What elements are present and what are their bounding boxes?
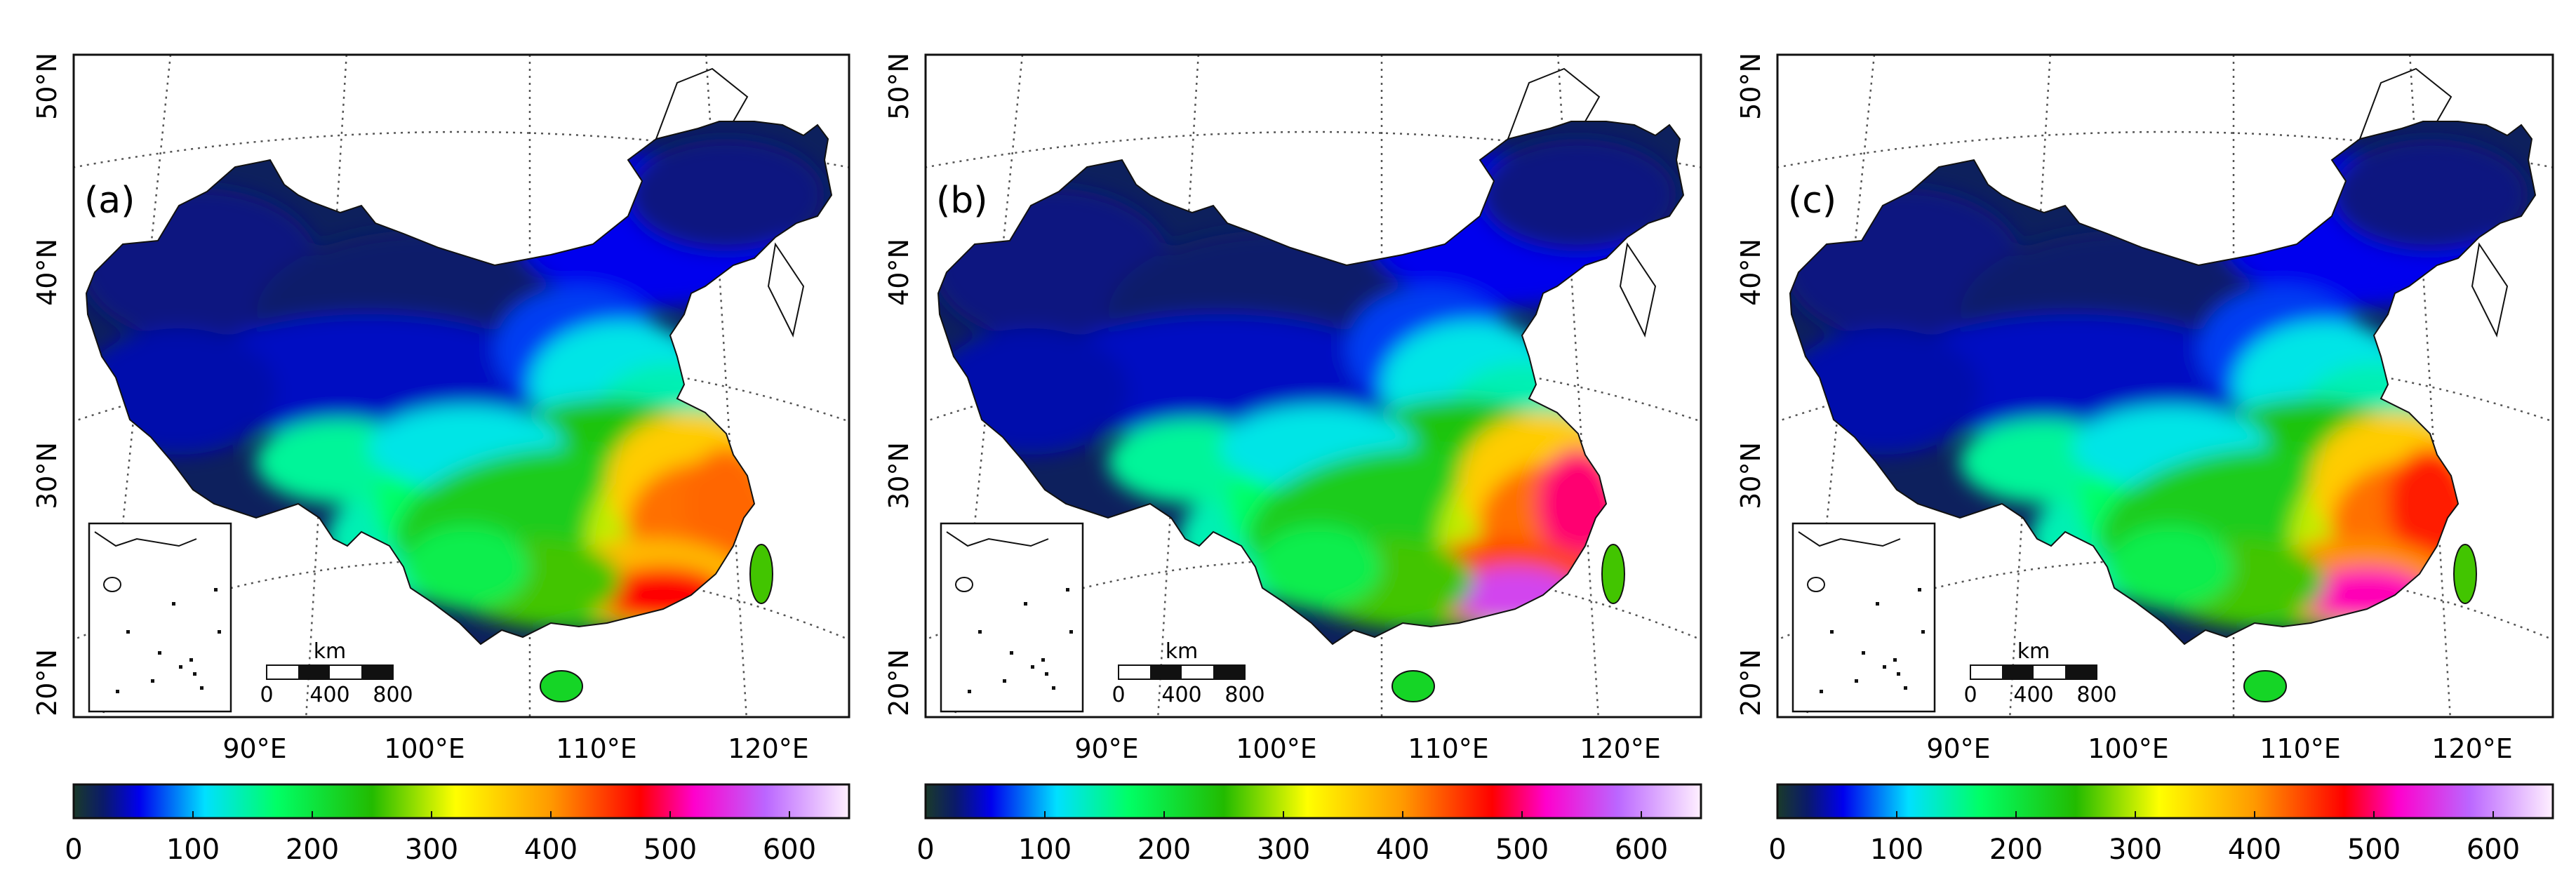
china-outline bbox=[85, 121, 833, 646]
scale-bar: km 0 400 800 bbox=[1112, 639, 1264, 707]
longitude-label: 100°E bbox=[2088, 733, 2169, 764]
colorbar-tick-label: 600 bbox=[763, 834, 816, 866]
latitude-label: 20°N bbox=[1735, 649, 1766, 716]
latitude-label: 50°N bbox=[32, 53, 62, 120]
hainan-island bbox=[2243, 670, 2287, 702]
scale-bar-tick: 400 bbox=[309, 683, 349, 707]
colorbar: 0 100 200 300 400 500 600 bbox=[1768, 783, 2554, 866]
longitude-label: 90°E bbox=[222, 733, 286, 764]
colorbar-tick-label: 500 bbox=[2347, 834, 2401, 866]
latitude-label: 20°N bbox=[32, 649, 62, 716]
taiwan-island bbox=[749, 544, 773, 604]
panel-label: (b) bbox=[936, 180, 988, 222]
latitude-label: 30°N bbox=[883, 442, 914, 509]
colorbar-tick-label: 600 bbox=[2467, 834, 2520, 866]
colorbar-tick-label: 100 bbox=[1018, 834, 1072, 866]
colorbar-tick-label: 400 bbox=[524, 834, 578, 866]
latitude-label: 50°N bbox=[1735, 53, 1766, 120]
scale-bar-unit: km bbox=[2017, 639, 2050, 664]
map-panel: km 0 400 800 (a) 20°N 30°N 40°N 50°N 90°E 100°E 110… bbox=[32, 53, 850, 866]
south-china-sea-inset bbox=[88, 522, 232, 713]
longitude-label: 100°E bbox=[1236, 733, 1317, 764]
latitude-label: 30°N bbox=[32, 442, 62, 509]
colorbar-tick-label: 300 bbox=[405, 834, 458, 866]
scale-bar-tick: 0 bbox=[1112, 683, 1125, 707]
longitude-label: 120°E bbox=[728, 733, 809, 764]
longitude-label: 110°E bbox=[2260, 733, 2341, 764]
panel-label: (c) bbox=[1788, 180, 1836, 222]
longitude-label: 110°E bbox=[556, 733, 637, 764]
latitude-label: 20°N bbox=[883, 649, 914, 716]
colorbar-tick-label: 200 bbox=[1989, 834, 2043, 866]
colorbar-tick-label: 400 bbox=[1376, 834, 1429, 866]
colorbar-tick-label: 500 bbox=[643, 834, 697, 866]
scale-bar: km 0 400 800 bbox=[260, 639, 413, 707]
colorbar-tick-label: 0 bbox=[916, 834, 934, 866]
colorbar-tick-label: 0 bbox=[65, 834, 82, 866]
south-china-sea-inset bbox=[1791, 522, 1936, 713]
colorbar: 0 100 200 300 400 500 600 bbox=[916, 783, 1702, 866]
longitude-label: 90°E bbox=[1074, 733, 1138, 764]
colorbar-tick-label: 600 bbox=[1615, 834, 1668, 866]
china-outline bbox=[1789, 121, 2537, 646]
map-panel: km 0 400 800 (b) 20°N 30°N 40°N 50°N 90°E 100°E 110… bbox=[883, 53, 1702, 866]
colorbar-tick-label: 200 bbox=[1137, 834, 1191, 866]
scale-bar-unit: km bbox=[1166, 639, 1199, 664]
scale-bar-tick: 0 bbox=[1963, 683, 1977, 707]
scale-bar-tick: 400 bbox=[1161, 683, 1201, 707]
colorbar-tick-label: 400 bbox=[2228, 834, 2281, 866]
scale-bar-tick: 800 bbox=[373, 683, 413, 707]
scale-bar-tick: 800 bbox=[2076, 683, 2116, 707]
scale-bar-tick: 400 bbox=[2013, 683, 2053, 707]
longitude-label: 120°E bbox=[2431, 733, 2513, 764]
colorbar-tick-label: 100 bbox=[166, 834, 220, 866]
latitude-label: 40°N bbox=[32, 239, 62, 306]
colorbar: 0 100 200 300 400 500 600 bbox=[65, 783, 850, 866]
longitude-label: 90°E bbox=[1926, 733, 1990, 764]
hainan-island bbox=[1392, 670, 1435, 702]
south-china-sea-inset bbox=[940, 522, 1084, 713]
latitude-label: 30°N bbox=[1735, 442, 1766, 509]
panel-label: (a) bbox=[84, 180, 135, 222]
map-panel: km 0 400 800 (c) 20°N 30°N 40°N 50°N 90°E 100°E 110… bbox=[1735, 53, 2554, 866]
scale-bar-unit: km bbox=[314, 639, 347, 664]
latitude-label: 40°N bbox=[883, 239, 914, 306]
colorbar-tick-label: 300 bbox=[2109, 834, 2162, 866]
longitude-label: 120°E bbox=[1580, 733, 1661, 764]
scale-bar-tick: 800 bbox=[1224, 683, 1264, 707]
latitude-label: 40°N bbox=[1735, 239, 1766, 306]
colorbar-tick-label: 0 bbox=[1768, 834, 1786, 866]
longitude-label: 100°E bbox=[384, 733, 465, 764]
radiation-field bbox=[1790, 121, 2535, 644]
colorbar-tick-label: 200 bbox=[286, 834, 339, 866]
scale-bar-tick: 0 bbox=[260, 683, 273, 707]
colorbar-tick-label: 100 bbox=[1870, 834, 1923, 866]
scale-bar: km 0 400 800 bbox=[1963, 639, 2116, 707]
colorbar-tick-label: 500 bbox=[1495, 834, 1549, 866]
longitude-label: 110°E bbox=[1408, 733, 1489, 764]
taiwan-island bbox=[1601, 544, 1625, 604]
hainan-island bbox=[540, 670, 583, 702]
colorbar-tick-label: 300 bbox=[1257, 834, 1310, 866]
radiation-field bbox=[938, 121, 1683, 644]
taiwan-island bbox=[2453, 544, 2477, 604]
latitude-label: 50°N bbox=[883, 53, 914, 120]
china-outline bbox=[937, 121, 1685, 646]
